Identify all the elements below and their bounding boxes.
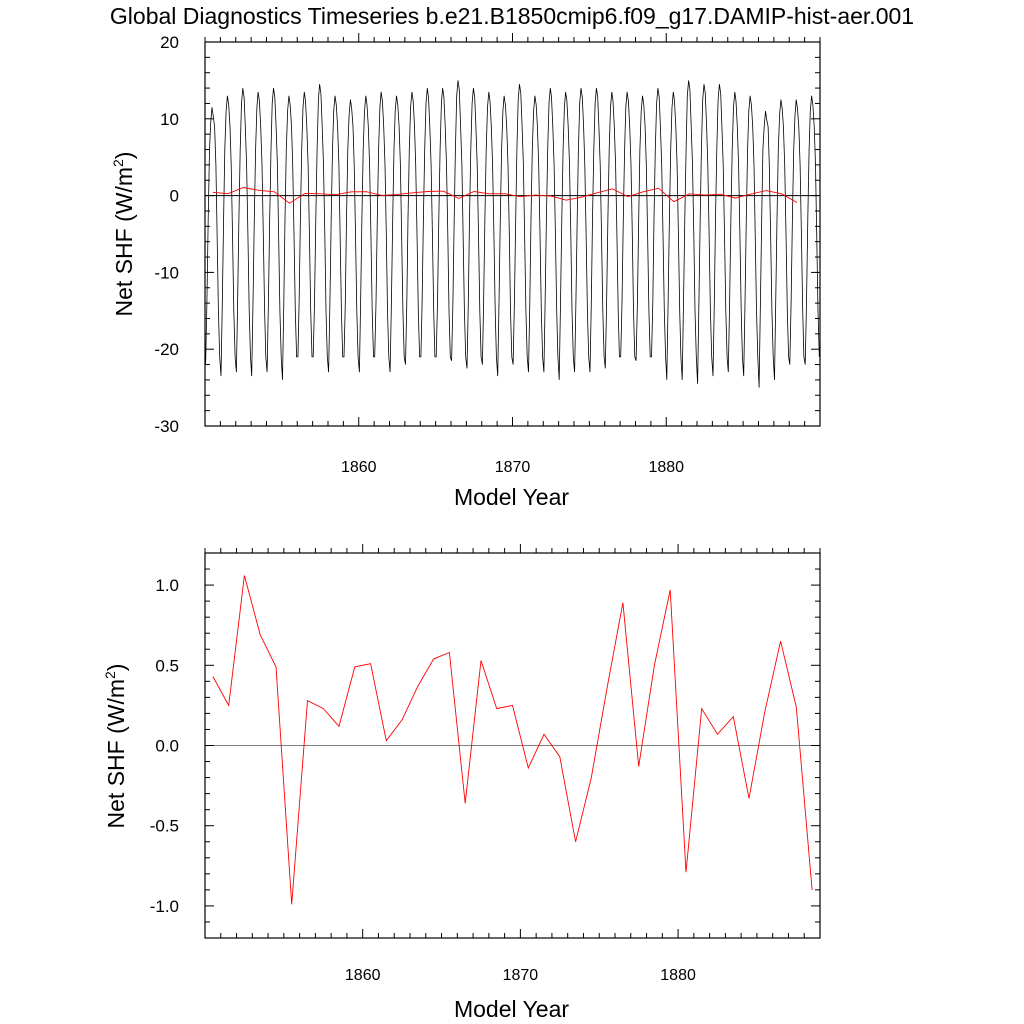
y-tick-label: -30 bbox=[154, 417, 179, 436]
y-axis-title-main: Net SHF (W/m bbox=[103, 679, 129, 829]
x-tick-label: 1860 bbox=[345, 967, 381, 984]
y-axis-title-superscript: 2 bbox=[102, 671, 118, 679]
y-axis-title: Net SHF (W/m2) bbox=[102, 664, 129, 829]
x-axis-title: Model Year bbox=[454, 484, 569, 510]
y-tick-label: 20 bbox=[160, 33, 179, 52]
monthly-series-line bbox=[205, 80, 820, 388]
y-tick-label: -10 bbox=[154, 263, 179, 282]
x-axis-title: Model Year bbox=[454, 996, 569, 1022]
x-tick-label: 1880 bbox=[648, 459, 684, 476]
y-axis-title: Net SHF (W/m2) bbox=[110, 152, 137, 317]
x-tick-label: 1860 bbox=[341, 459, 377, 476]
y-tick-label: 0.5 bbox=[155, 656, 179, 675]
annual-mean-series-line bbox=[212, 187, 798, 204]
y-tick-label: 10 bbox=[160, 110, 179, 129]
bottom-panel: 1860 1870 1880 -1.0 -0.5 0.0 0.5 1.0 Model Year N… bbox=[102, 544, 821, 1022]
top-panel: 1860 1870 1880 -30 -20 -10 0 10 20 Model Year Net … bbox=[110, 33, 821, 510]
y-axis-title-close: ) bbox=[103, 664, 129, 672]
x-tick-label: 1880 bbox=[660, 967, 696, 984]
figure-title: Global Diagnostics Timeseries b.e21.B185… bbox=[110, 3, 914, 29]
y-tick-label: 1.0 bbox=[155, 576, 179, 595]
y-axis-title-close: ) bbox=[111, 152, 137, 160]
y-tick-label: -20 bbox=[154, 340, 179, 359]
y-tick-label: 0.0 bbox=[155, 737, 179, 756]
y-tick-label: -0.5 bbox=[150, 817, 179, 836]
annual-mean-series-line bbox=[212, 575, 813, 905]
y-tick-label: 0 bbox=[170, 187, 179, 206]
data-series-group bbox=[205, 80, 820, 388]
y-tick-label: -1.0 bbox=[150, 897, 179, 916]
y-axis-title-superscript: 2 bbox=[110, 159, 126, 167]
x-tick-label: 1870 bbox=[503, 967, 539, 984]
data-series-group bbox=[212, 575, 813, 905]
y-axis-title-main: Net SHF (W/m bbox=[111, 167, 137, 317]
x-tick-label: 1870 bbox=[495, 459, 531, 476]
